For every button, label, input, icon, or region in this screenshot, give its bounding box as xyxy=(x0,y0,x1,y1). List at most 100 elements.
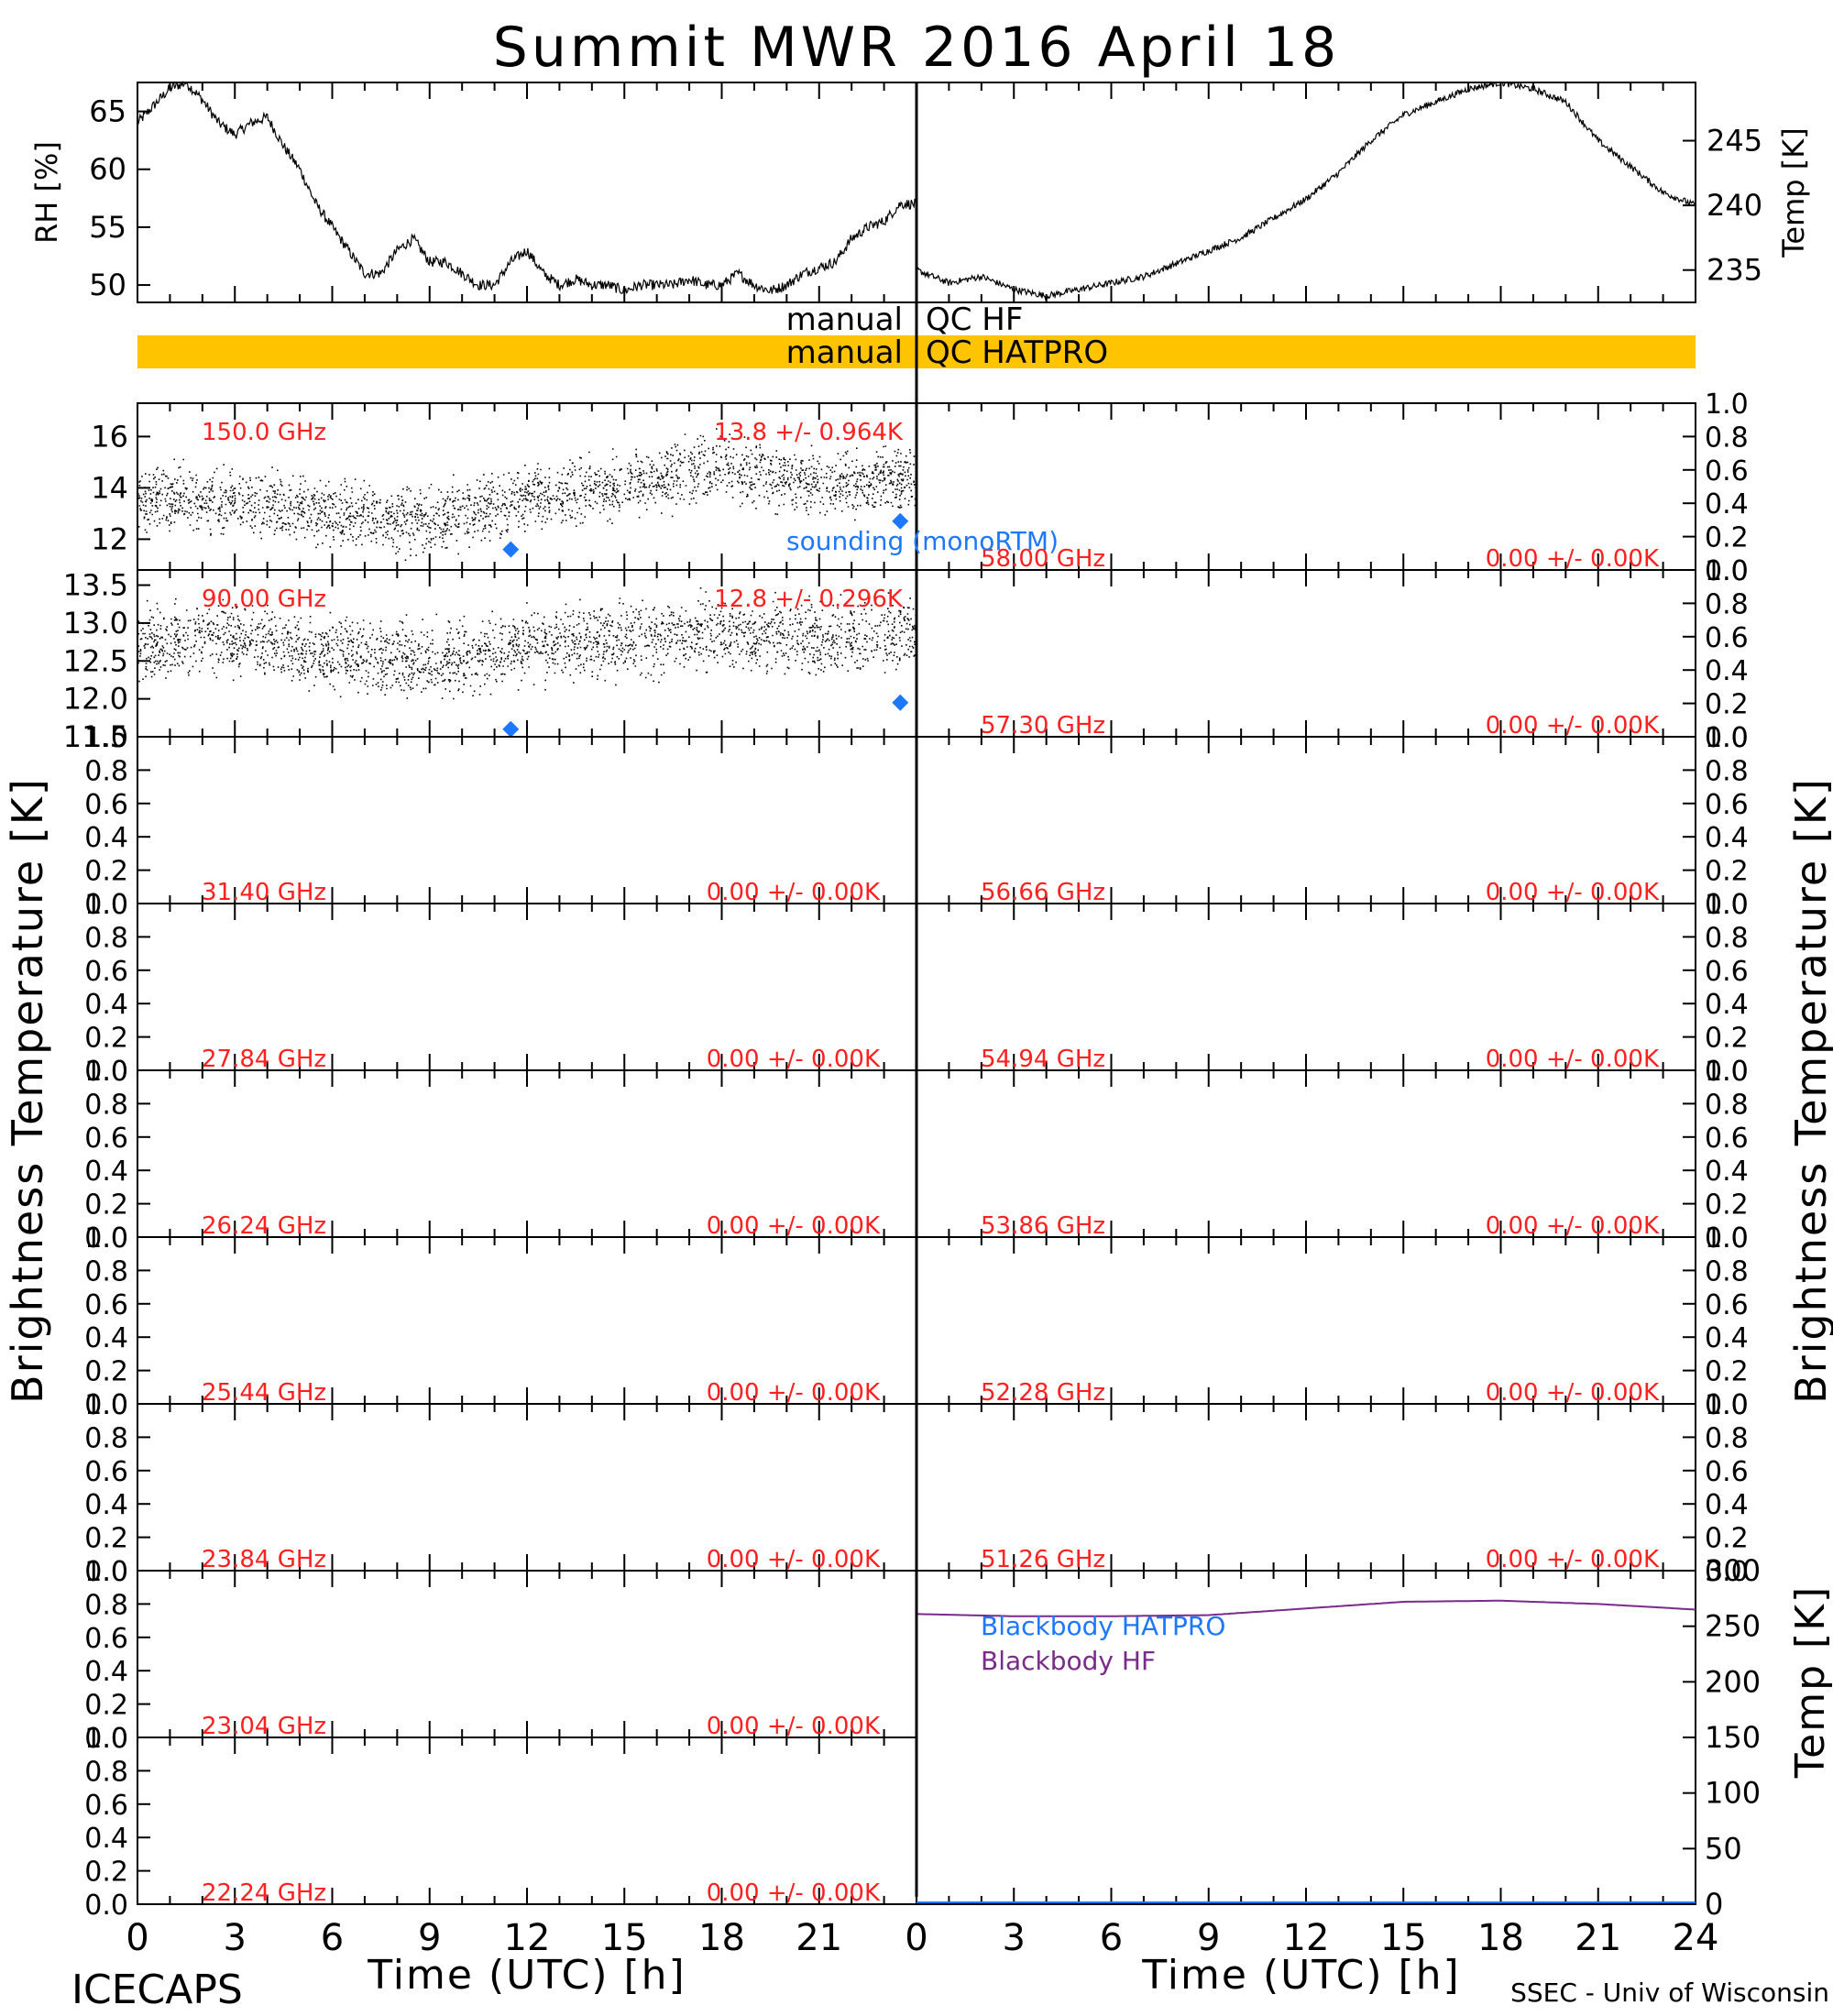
channel-label: 51.26 GHz xyxy=(981,1546,1105,1573)
brightness-y-ticks xyxy=(137,1403,150,1572)
brightness-tick-label: 0.8 xyxy=(1705,1089,1749,1121)
time-tick-label: 6 xyxy=(321,1917,344,1959)
rh-tick-label: 60 xyxy=(89,152,126,187)
brightness-tick-label: 0.0 xyxy=(84,1222,128,1255)
channel-label: 26.24 GHz xyxy=(202,1212,326,1240)
brightness-tick-label: 1.0 xyxy=(84,1222,128,1255)
channel-label: 57.30 GHz xyxy=(981,712,1105,740)
time-tick-label: 12 xyxy=(1283,1917,1330,1959)
time-tick-label: 0 xyxy=(126,1917,148,1959)
time-tick-label: 6 xyxy=(1100,1917,1123,1959)
sounding-legend: sounding (monoRTM) xyxy=(786,526,1059,556)
brightness-points xyxy=(137,587,918,700)
brightness-time-ticks xyxy=(916,720,1696,737)
brightness-tick-label: 0.2 xyxy=(84,1356,128,1388)
brightness-time-ticks xyxy=(916,1054,1696,1070)
qc-hatpro-label: QC HATPRO xyxy=(926,334,1108,371)
brightness-tick-label: 0.4 xyxy=(84,1322,128,1354)
brightness-tick-label: 1.0 xyxy=(84,1723,128,1755)
brightness-time-ticks xyxy=(137,720,917,737)
blackbody-hatpro-legend: Blackbody HATPRO xyxy=(981,1611,1225,1641)
channel-stat: 0.00 +/- 0.00K xyxy=(707,1379,881,1407)
brightness-time-ticks xyxy=(137,737,917,753)
brightness-tick-label: 0.0 xyxy=(1705,1556,1749,1588)
channel-label: 54.94 GHz xyxy=(981,1046,1105,1073)
channel-stat: 0.00 +/- 0.00K xyxy=(1486,1379,1660,1407)
channel-stat: 0.00 +/- 0.00K xyxy=(707,1046,881,1073)
time-tick-label: 0 xyxy=(905,1917,927,1959)
brightness-y-ticks xyxy=(1683,1069,1696,1238)
brightness-tick-label: 0.0 xyxy=(84,1890,128,1922)
brightness-tick-label: 1.0 xyxy=(1705,555,1749,587)
brightness-y-ticks xyxy=(137,1236,150,1405)
brightness-time-ticks xyxy=(916,887,1696,904)
channel-label: 27.84 GHz xyxy=(202,1046,326,1073)
brightness-y-ticks xyxy=(1683,903,1696,1071)
brightness-tick-label: 0.8 xyxy=(1705,1255,1749,1287)
sounding-point xyxy=(892,694,909,711)
brightness-tick-label: 1.0 xyxy=(1705,1222,1749,1255)
brightness-tick-label: 0.8 xyxy=(1705,588,1749,620)
rh-y-ticks xyxy=(137,110,150,287)
footer-icecaps: ICECAPS xyxy=(71,1967,243,2013)
channel-stat: 0.00 +/- 0.00K xyxy=(1486,1046,1660,1073)
brightness-tick-label: 0.4 xyxy=(84,1823,128,1855)
brightness-tick-label: 0.0 xyxy=(1705,1056,1749,1088)
brightness-tick-label: 12.0 xyxy=(63,682,128,717)
brightness-tick-label: 0.2 xyxy=(1705,1023,1749,1055)
brightness-y-ticks xyxy=(137,584,150,738)
brightness-tick-label: 0.6 xyxy=(1705,956,1749,988)
brightness-tick-label: 0.4 xyxy=(84,1489,128,1521)
brightness-y-ticks xyxy=(1683,569,1696,738)
channel-label: 23.04 GHz xyxy=(202,1713,326,1740)
qc-hatpro-prefix: manual xyxy=(786,334,903,371)
brightness-tick-label: 0.0 xyxy=(84,1556,128,1588)
brightness-tick-label: 1.0 xyxy=(84,722,128,754)
brightness-y-ticks xyxy=(1683,736,1696,904)
blackbody-tick-label: 150 xyxy=(1705,1720,1761,1755)
channel-label: 56.66 GHz xyxy=(981,879,1105,906)
blackbody-hf-legend: Blackbody HF xyxy=(981,1646,1156,1676)
channel-label: 90.00 GHz xyxy=(202,586,326,613)
channel-stat: 0.00 +/- 0.00K xyxy=(1486,545,1660,573)
time-tick-label: 18 xyxy=(1477,1917,1524,1959)
brightness-tick-label: 0.4 xyxy=(1705,655,1749,687)
brightness-time-ticks xyxy=(137,570,917,586)
rh-tick-label: 50 xyxy=(89,268,126,302)
sounding-point xyxy=(502,720,520,738)
channel-stat: 0.00 +/- 0.00K xyxy=(707,1879,881,1907)
brightness-tick-label: 0.0 xyxy=(84,1389,128,1421)
brightness-tick-label: 0.4 xyxy=(84,822,128,854)
brightness-tick-label: 13.0 xyxy=(63,606,128,641)
brightness-time-ticks xyxy=(916,737,1696,753)
brightness-tick-label: 0.0 xyxy=(84,1056,128,1088)
brightness-tick-label: 0.8 xyxy=(84,922,128,954)
brightness-tick-label: 0.2 xyxy=(84,1523,128,1555)
brightness-y-ticks xyxy=(137,1069,150,1238)
rh-series-line xyxy=(137,80,917,294)
brightness-y-ticks xyxy=(137,903,150,1071)
temp-y-ticks xyxy=(1683,139,1696,271)
brightness-tick-label: 0.4 xyxy=(1705,989,1749,1021)
channel-label: 23.84 GHz xyxy=(202,1546,326,1573)
brightness-tick-label: 0.8 xyxy=(84,1422,128,1454)
channel-stat: 0.00 +/- 0.00K xyxy=(1486,1546,1660,1573)
brightness-tick-label: 0.6 xyxy=(1705,789,1749,821)
brightness-tick-label: 0.0 xyxy=(84,889,128,921)
brightness-tick-label: 12.5 xyxy=(63,643,128,678)
temp-tick-label: 240 xyxy=(1707,188,1762,223)
channel-label: 22.24 GHz xyxy=(202,1879,326,1907)
time-tick-label: 15 xyxy=(601,1917,648,1959)
channel-label: 58.00 GHz xyxy=(981,545,1105,573)
brightness-tick-label: 0.4 xyxy=(84,989,128,1021)
brightness-tick-label: 0.2 xyxy=(84,856,128,888)
blackbody-y-ticks xyxy=(1683,1570,1696,1905)
brightness-tick-label: 0.8 xyxy=(1705,922,1749,954)
brightness-tick-label: 0.4 xyxy=(84,1656,128,1688)
brightness-time-ticks xyxy=(916,1221,1696,1237)
channel-label: 150.0 GHz xyxy=(202,419,326,446)
brightness-time-ticks xyxy=(916,403,1696,420)
brightness-tick-label: 0.6 xyxy=(1705,1289,1749,1321)
brightness-tick-label: 0.0 xyxy=(84,1723,128,1755)
brightness-tick-label: 1.0 xyxy=(1705,889,1749,921)
